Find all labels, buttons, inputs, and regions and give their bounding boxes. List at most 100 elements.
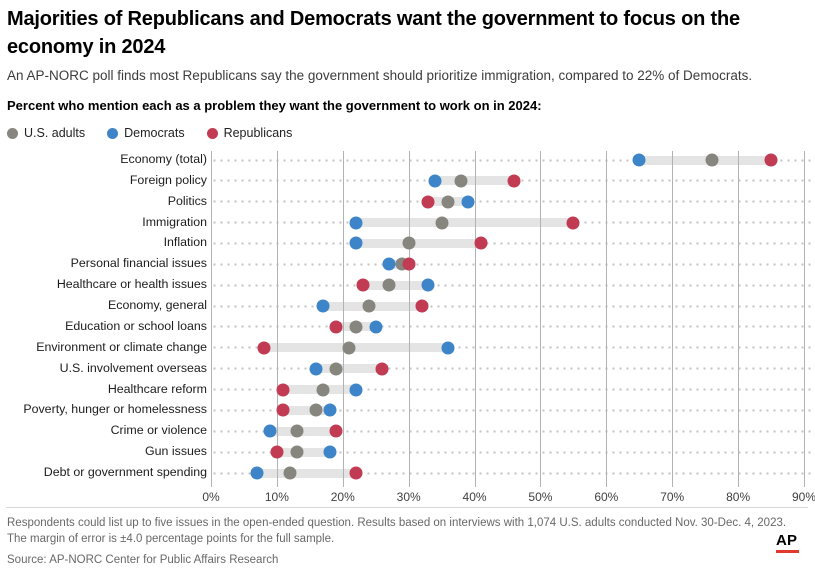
axis-tick-label: 90% <box>791 490 815 504</box>
data-dot-republicans <box>375 362 389 376</box>
data-dot-u-s-adults <box>435 216 449 230</box>
axis-tick <box>276 481 278 487</box>
row-leader-line <box>211 367 815 371</box>
data-dot-republicans <box>474 236 488 250</box>
category-label: Healthcare or health issues <box>56 277 207 292</box>
gridline <box>672 151 674 481</box>
axis-tick <box>738 481 740 487</box>
category-label: Personal financial issues <box>70 256 207 271</box>
row-leader-line <box>211 304 815 308</box>
data-dot-republicans <box>356 278 370 292</box>
row-leader-line <box>211 450 815 454</box>
data-dot-u-s-adults <box>382 278 396 292</box>
data-dot-democrats <box>632 153 646 167</box>
data-dot-u-s-adults <box>705 153 719 167</box>
axis-tick <box>211 481 212 487</box>
gridline <box>738 151 740 481</box>
plot-area: 0% 10% 20% 30% 40% 50% 60% 70% 80% 90% <box>202 151 815 504</box>
axis-tick-label: 30% <box>396 490 421 504</box>
subtitle: An AP-NORC poll finds most Republicans s… <box>7 68 753 83</box>
category-labels: Economy (total) Foreign policy Politics Imm… <box>7 151 207 481</box>
gridline <box>211 151 212 481</box>
row-connector <box>362 280 429 290</box>
row-connector <box>257 468 356 478</box>
data-dot-u-s-adults <box>342 341 356 355</box>
data-dot-republicans <box>329 320 343 334</box>
data-dot-democrats <box>323 445 337 459</box>
row-leader-line <box>211 471 815 475</box>
data-dot-democrats <box>316 299 330 313</box>
axis-tick-label: 70% <box>660 490 685 504</box>
axis-tick-label: 40% <box>462 490 487 504</box>
data-dot-democrats <box>323 403 337 417</box>
row-leader-line <box>211 325 815 329</box>
data-dot-republicans <box>270 445 284 459</box>
category-label: Debt or government spending <box>43 465 207 480</box>
data-dot-u-s-adults <box>402 236 416 250</box>
row-connector <box>639 155 772 165</box>
category-label: Inflation <box>163 235 207 250</box>
footer-divider <box>6 507 808 508</box>
data-dot-democrats <box>263 424 277 438</box>
axis-tick-label: 80% <box>726 490 751 504</box>
legend-dot-icon <box>206 127 218 139</box>
axis-tick-label: 10% <box>264 490 289 504</box>
dot-plot-chart: Economy (total) Foreign policy Politics Imm… <box>7 151 815 507</box>
row-leader-line <box>211 200 815 204</box>
axis-tick <box>804 481 805 487</box>
row-leader-line <box>211 262 815 266</box>
row-connector <box>283 405 330 415</box>
data-dot-republicans <box>402 257 416 271</box>
data-dot-democrats <box>309 362 323 376</box>
data-dot-u-s-adults <box>349 320 363 334</box>
ap-logo-underline <box>776 550 799 553</box>
axis-tick <box>540 481 542 487</box>
methodology-note: Respondents could list up to five issues… <box>7 517 787 545</box>
legend-dot-icon <box>7 127 18 139</box>
category-label: Economy, general <box>108 298 207 313</box>
axis-tick-label: 60% <box>594 490 619 504</box>
legend-item-democrats: Democrats <box>107 126 185 140</box>
gridline <box>804 151 805 481</box>
category-label: Healthcare reform <box>107 381 207 396</box>
data-dot-u-s-adults <box>329 362 343 376</box>
category-label: Education or school loans <box>65 318 207 333</box>
gridline <box>276 151 278 481</box>
data-dot-democrats <box>421 278 435 292</box>
row-connector <box>355 218 574 228</box>
row-leader-line <box>211 346 815 350</box>
data-dot-u-s-adults <box>290 445 304 459</box>
category-label: Environment or climate change <box>36 339 207 354</box>
data-dot-u-s-adults <box>316 383 330 397</box>
axis-tick <box>672 481 674 487</box>
data-dot-democrats <box>349 236 363 250</box>
data-dot-republicans <box>415 299 429 313</box>
axis-tick <box>408 481 410 487</box>
data-dot-u-s-adults <box>362 299 376 313</box>
row-connector <box>316 364 383 374</box>
data-dot-republicans <box>764 153 778 167</box>
row-leader-line <box>211 158 815 162</box>
ap-logo-text: AP <box>776 532 798 549</box>
data-dot-democrats <box>250 466 264 480</box>
axis-tick <box>606 481 608 487</box>
category-label: Politics <box>167 193 207 208</box>
row-leader-line <box>211 408 815 412</box>
gridline <box>606 151 608 481</box>
category-label: U.S. involvement overseas <box>59 360 207 375</box>
row-leader-line <box>211 241 815 245</box>
legend-item-u-s-adults: U.S. adults <box>7 126 85 140</box>
legend-item-republicans: Republicans <box>206 126 292 140</box>
data-dot-democrats <box>441 341 455 355</box>
data-dot-republicans <box>276 403 290 417</box>
data-dot-u-s-adults <box>283 466 297 480</box>
chart-prompt: Percent who mention each as a problem th… <box>7 98 542 113</box>
row-connector <box>270 426 337 436</box>
axis-tick-label: 0% <box>202 490 220 504</box>
row-connector <box>276 447 330 457</box>
ap-logo: AP <box>776 532 799 553</box>
data-dot-democrats <box>349 216 363 230</box>
chart-legend: U.S. adults Democrats Republicans <box>7 126 805 140</box>
axis-tick-label: 50% <box>528 490 553 504</box>
